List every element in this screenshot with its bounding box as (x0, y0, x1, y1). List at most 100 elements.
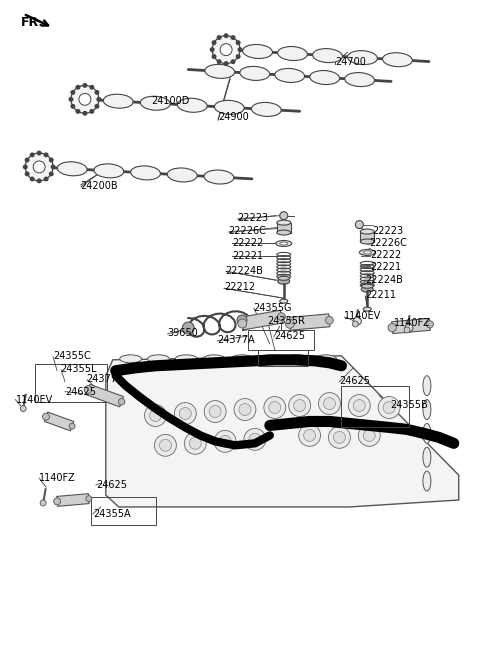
Ellipse shape (215, 100, 244, 114)
Circle shape (216, 59, 222, 64)
Ellipse shape (277, 220, 291, 225)
Polygon shape (241, 310, 283, 330)
Ellipse shape (276, 241, 292, 247)
Circle shape (89, 109, 95, 114)
Circle shape (288, 395, 311, 417)
Text: 24900: 24900 (218, 112, 249, 122)
Ellipse shape (348, 51, 377, 65)
Text: 24355R: 24355R (268, 316, 306, 327)
Circle shape (71, 85, 99, 113)
Circle shape (363, 430, 375, 441)
Ellipse shape (423, 376, 431, 396)
Text: 39650: 39650 (168, 328, 198, 338)
Ellipse shape (345, 73, 374, 87)
Circle shape (353, 317, 361, 325)
Polygon shape (106, 356, 459, 507)
Text: 24625: 24625 (339, 377, 370, 386)
Circle shape (30, 176, 35, 182)
Ellipse shape (423, 400, 431, 419)
Ellipse shape (94, 164, 124, 178)
Circle shape (299, 424, 321, 446)
Ellipse shape (287, 355, 309, 363)
Ellipse shape (205, 64, 235, 78)
Ellipse shape (120, 355, 142, 363)
Bar (35, 364, 107, 401)
Text: 24355L: 24355L (60, 364, 97, 374)
Bar (360, 232, 374, 241)
Ellipse shape (275, 68, 305, 83)
Circle shape (49, 171, 54, 176)
Ellipse shape (259, 355, 281, 363)
Circle shape (334, 432, 346, 443)
Ellipse shape (423, 471, 431, 491)
Polygon shape (44, 412, 74, 431)
Text: 24100D: 24100D (152, 96, 190, 106)
Bar (341, 386, 409, 428)
Text: 22223: 22223 (372, 226, 404, 236)
Circle shape (144, 405, 167, 426)
Circle shape (239, 403, 251, 415)
Ellipse shape (278, 278, 290, 284)
Text: 22226C: 22226C (228, 226, 266, 236)
Circle shape (269, 401, 281, 413)
Text: 24200B: 24200B (80, 181, 118, 191)
Circle shape (426, 321, 433, 328)
Circle shape (84, 386, 92, 394)
Circle shape (219, 436, 231, 447)
Text: 22226C: 22226C (369, 238, 407, 248)
Text: 1140FZ: 1140FZ (394, 318, 431, 328)
Text: 22224B: 22224B (365, 275, 403, 285)
Circle shape (348, 395, 370, 417)
Ellipse shape (231, 355, 253, 363)
Circle shape (75, 109, 81, 114)
Ellipse shape (147, 355, 169, 363)
Circle shape (249, 434, 261, 445)
Circle shape (71, 104, 75, 109)
Circle shape (155, 434, 176, 457)
Text: 22222: 22222 (370, 250, 402, 260)
Ellipse shape (203, 355, 225, 363)
Circle shape (96, 97, 101, 102)
Circle shape (69, 97, 73, 102)
Circle shape (319, 393, 340, 415)
Circle shape (210, 47, 215, 52)
Ellipse shape (383, 52, 412, 67)
Circle shape (280, 212, 288, 220)
Circle shape (159, 440, 171, 451)
Ellipse shape (360, 239, 374, 244)
Text: 22223: 22223 (238, 213, 269, 224)
Ellipse shape (314, 355, 336, 363)
Circle shape (294, 400, 306, 411)
Circle shape (234, 399, 256, 420)
Circle shape (328, 426, 350, 448)
Ellipse shape (278, 276, 290, 280)
Ellipse shape (277, 230, 291, 235)
Circle shape (212, 40, 216, 45)
Polygon shape (289, 314, 330, 330)
Ellipse shape (423, 423, 431, 443)
Circle shape (353, 400, 365, 411)
Circle shape (220, 44, 232, 56)
Circle shape (174, 403, 196, 424)
Circle shape (30, 152, 35, 157)
Text: 22222: 22222 (232, 238, 263, 248)
Circle shape (388, 323, 396, 332)
Text: 24355C: 24355C (53, 351, 91, 361)
Polygon shape (392, 318, 431, 334)
Bar (91, 497, 156, 525)
Text: 22224B: 22224B (226, 266, 264, 276)
Circle shape (83, 111, 87, 115)
Text: 24625: 24625 (96, 480, 127, 489)
Ellipse shape (204, 170, 234, 184)
Circle shape (204, 401, 226, 422)
Circle shape (33, 161, 45, 173)
Ellipse shape (423, 447, 431, 467)
Ellipse shape (178, 98, 207, 112)
Circle shape (285, 319, 294, 328)
Ellipse shape (243, 45, 273, 58)
Circle shape (212, 54, 216, 59)
Circle shape (216, 35, 222, 40)
Bar (277, 222, 291, 233)
Polygon shape (57, 494, 89, 506)
Circle shape (95, 90, 99, 95)
